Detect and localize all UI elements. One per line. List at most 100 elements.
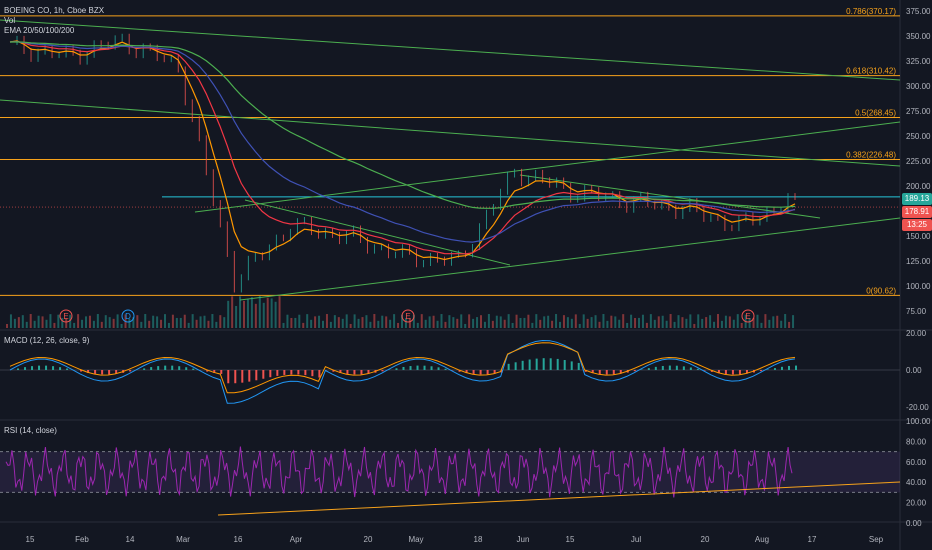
volume-bar bbox=[73, 322, 76, 328]
macd-histogram-bar bbox=[178, 366, 181, 370]
volume-bar bbox=[92, 320, 95, 328]
rsi-label[interactable]: RSI (14, close) bbox=[4, 426, 57, 435]
volume-bar bbox=[697, 314, 700, 328]
volume-bar bbox=[764, 314, 767, 328]
volume-bar bbox=[333, 315, 336, 328]
macd-tick-label: -20.00 bbox=[906, 403, 929, 412]
rsi-trend-line bbox=[217, 481, 901, 516]
macd-histogram-bar bbox=[143, 368, 146, 370]
ema-label[interactable]: EMA 20/50/100/200 bbox=[4, 26, 75, 35]
volume-bar bbox=[393, 314, 396, 328]
macd-histogram-bar bbox=[101, 370, 104, 375]
volume-bar bbox=[179, 317, 182, 328]
macd-histogram-bar bbox=[45, 365, 48, 370]
volume-bar bbox=[732, 319, 735, 328]
price-tick-label: 325.00 bbox=[906, 57, 931, 66]
volume-label[interactable]: Vol bbox=[4, 16, 16, 25]
volume-bar bbox=[657, 316, 660, 328]
macd-histogram-bar bbox=[157, 366, 160, 370]
volume-bar bbox=[705, 317, 708, 328]
volume-bar bbox=[736, 314, 739, 328]
symbol-title[interactable]: BOEING CO, 1h, Cboe BZX bbox=[4, 6, 105, 15]
volume-bar bbox=[472, 318, 475, 328]
volume-bar bbox=[788, 321, 791, 328]
volume-bar bbox=[258, 296, 261, 328]
macd-legend: MACD (12, 26, close, 9) bbox=[4, 336, 89, 346]
volume-bar bbox=[685, 318, 688, 328]
ema-200-line bbox=[9, 41, 796, 209]
volume-bar bbox=[598, 321, 601, 328]
macd-histogram-bar bbox=[696, 368, 699, 370]
volume-bar bbox=[81, 319, 84, 328]
macd-histogram-bar bbox=[717, 370, 720, 374]
volume-bar bbox=[452, 317, 455, 328]
macd-line bbox=[9, 339, 796, 404]
macd-histogram-bar bbox=[507, 363, 510, 370]
volume-bar bbox=[325, 314, 328, 328]
volume-bar bbox=[33, 320, 36, 328]
macd-histogram-bar bbox=[409, 366, 412, 370]
macd-histogram-bar bbox=[738, 370, 741, 375]
macd-histogram-bar bbox=[731, 370, 734, 375]
volume-bar bbox=[85, 316, 87, 328]
price-tick-label: 225.00 bbox=[906, 157, 931, 166]
volume-bar bbox=[531, 322, 534, 328]
volume-bar bbox=[262, 302, 265, 328]
volume-bar bbox=[227, 300, 230, 328]
volume-bar bbox=[167, 322, 170, 328]
volume-bar bbox=[701, 318, 704, 328]
volume-bar bbox=[365, 315, 368, 328]
price-tick-label: 75.00 bbox=[906, 307, 927, 316]
macd-histogram-bar bbox=[346, 370, 349, 374]
macd-histogram-bar bbox=[108, 370, 111, 375]
volume-bar bbox=[491, 320, 494, 328]
time-axis-label: May bbox=[408, 535, 423, 544]
macd-histogram-bar bbox=[577, 362, 580, 370]
volume-bar bbox=[361, 317, 364, 328]
macd-histogram-bar bbox=[521, 360, 524, 370]
volume-bar bbox=[104, 315, 107, 328]
macd-label[interactable]: MACD (12, 26, close, 9) bbox=[4, 336, 90, 345]
macd-histogram-bar bbox=[87, 370, 90, 373]
volume-bar bbox=[626, 322, 629, 328]
volume-bar bbox=[638, 317, 640, 328]
macd-histogram-bar bbox=[479, 370, 482, 375]
macd-histogram-bar bbox=[598, 370, 601, 375]
volume-bar bbox=[96, 314, 99, 328]
macd-histogram-bar bbox=[339, 370, 342, 374]
volume-bar bbox=[49, 314, 52, 328]
volume-bar bbox=[645, 322, 648, 328]
macd-histogram-bar bbox=[570, 361, 573, 370]
earnings-marker-label: E bbox=[63, 312, 68, 321]
volume-bar bbox=[661, 315, 664, 328]
volume-bar bbox=[183, 314, 186, 328]
rsi-tick-label: 20.00 bbox=[906, 499, 927, 508]
volume-bar bbox=[614, 316, 617, 328]
macd-histogram-bar bbox=[248, 370, 251, 382]
trend-line bbox=[244, 199, 511, 266]
macd-histogram-bar bbox=[311, 370, 314, 377]
volume-bar bbox=[353, 314, 356, 328]
volume-bar bbox=[65, 317, 68, 328]
macd-histogram-bar bbox=[633, 370, 636, 372]
time-axis-label: 20 bbox=[701, 535, 710, 544]
macd-histogram-bar bbox=[241, 370, 244, 383]
volume-bar bbox=[622, 314, 625, 328]
volume-bar bbox=[282, 322, 285, 328]
volume-bar bbox=[246, 299, 249, 328]
volume-bar bbox=[152, 315, 155, 328]
macd-histogram-bar bbox=[619, 370, 622, 374]
volume-bar bbox=[523, 317, 526, 328]
rsi-tick-label: 40.00 bbox=[906, 478, 927, 487]
volume-bar bbox=[689, 314, 692, 328]
volume-bar bbox=[507, 314, 510, 328]
volume-bar bbox=[728, 316, 731, 328]
macd-histogram-bar bbox=[66, 368, 69, 370]
volume-bar bbox=[116, 314, 119, 328]
volume-bar bbox=[653, 319, 656, 328]
macd-histogram-bar bbox=[213, 370, 216, 373]
volume-bar bbox=[377, 320, 380, 328]
volume-bar bbox=[243, 300, 245, 328]
macd-histogram-bar bbox=[612, 370, 615, 375]
